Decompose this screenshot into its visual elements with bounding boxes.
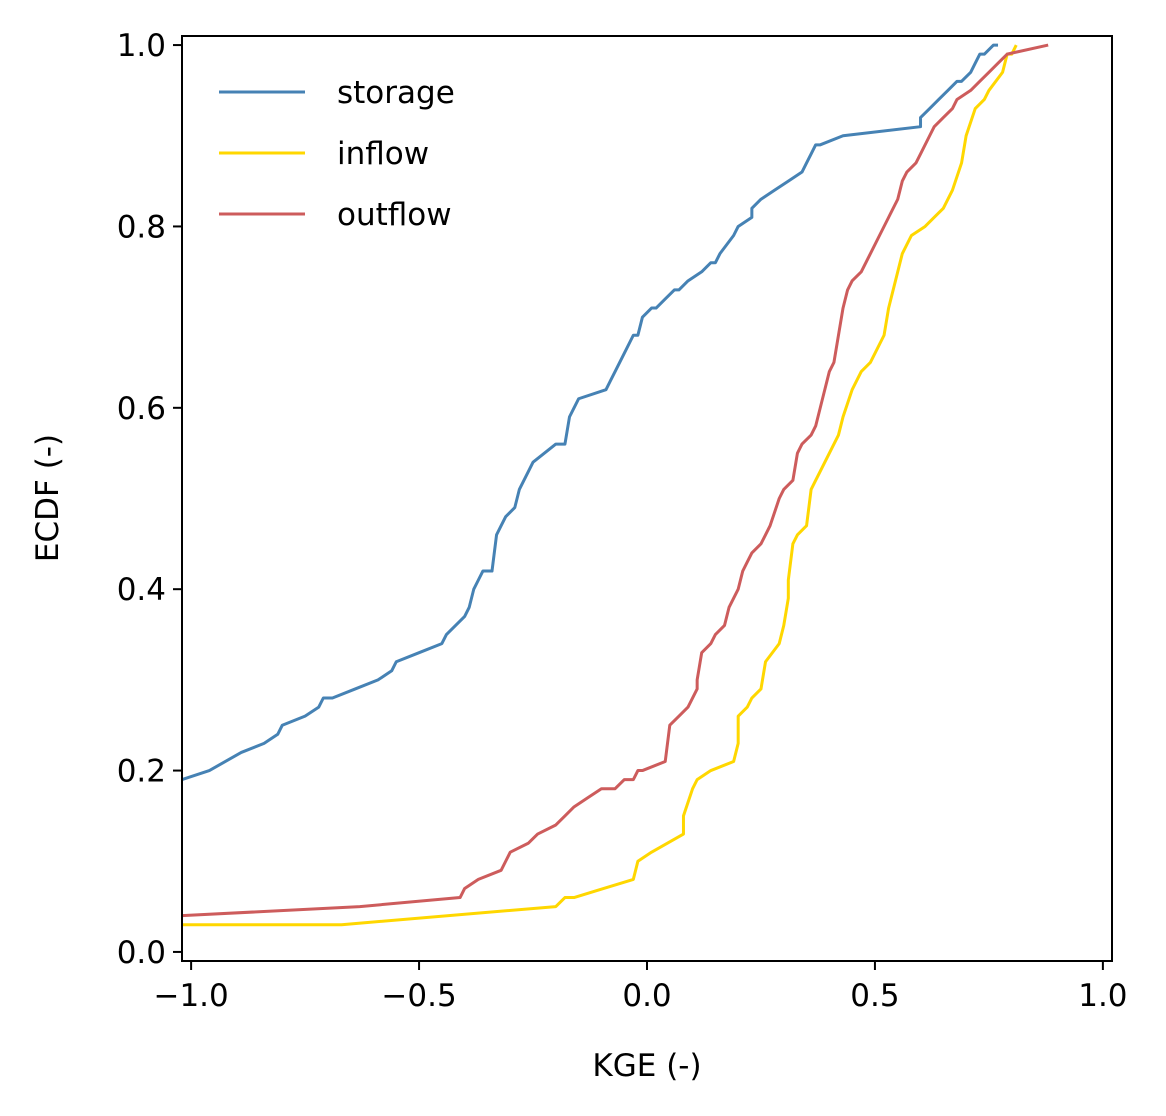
x-tick-label: 0.0 <box>622 978 671 1014</box>
x-tick-label: 0.5 <box>850 978 899 1014</box>
series-line-storage <box>182 43 999 782</box>
ticks-layer: −1.0 −0.5 0.0 0.5 1.0 0.0 0.2 0.4 0.6 0.8 1.0 <box>117 28 1128 1014</box>
legend-label-outflow: outflow <box>337 197 452 233</box>
y-tick-label: 1.0 <box>117 28 166 64</box>
series-line-inflow <box>182 44 1018 927</box>
y-axis-label: ECDF (-) <box>30 434 66 562</box>
legend-label-storage: storage <box>337 75 455 111</box>
x-tick-label: −1.0 <box>153 978 228 1014</box>
series-layer <box>182 43 1049 927</box>
legend: storage inflow outflow <box>219 75 455 233</box>
x-axis-label: KGE (-) <box>592 1048 701 1084</box>
y-tick-label: 0.4 <box>117 572 166 608</box>
y-tick-label: 0.6 <box>117 391 166 427</box>
legend-label-inflow: inflow <box>337 136 429 172</box>
series-line-outflow <box>182 43 1049 918</box>
x-tick-label: −0.5 <box>381 978 456 1014</box>
x-tick-label: 1.0 <box>1078 978 1127 1014</box>
y-tick-label: 0.2 <box>117 754 166 790</box>
y-tick-label: 0.8 <box>117 209 166 245</box>
y-tick-label: 0.0 <box>117 935 166 971</box>
